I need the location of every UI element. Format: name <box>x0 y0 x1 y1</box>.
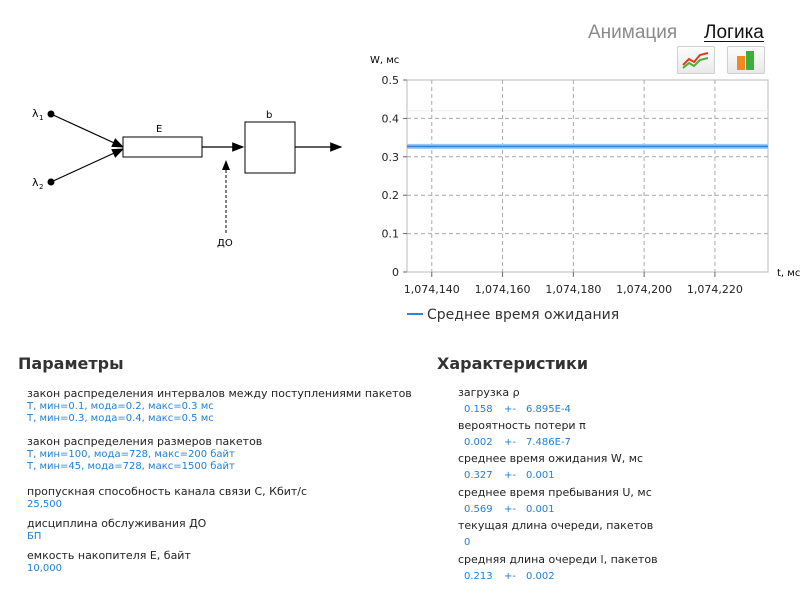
params-title: Параметры <box>18 354 124 373</box>
char-value: 0 <box>464 537 471 548</box>
char-value: 0.213 <box>464 571 493 582</box>
char-label: загрузка ρ <box>458 386 520 399</box>
y-axis-title: W, мс <box>370 55 399 66</box>
char-value: 0.569 <box>464 504 493 515</box>
loss-label: ДО <box>217 238 233 249</box>
char-error: 0.001 <box>526 504 555 515</box>
char-value: 0.002 <box>464 437 493 448</box>
arrival-arrow-1 <box>50 113 125 148</box>
line-chart-button[interactable] <box>677 46 715 74</box>
lambda1-subscript: 1 <box>39 114 43 122</box>
char-value-row: 0.569 +- 0.001 <box>464 504 606 515</box>
param-value: БП <box>27 531 42 542</box>
param-label: закон распределения интервалов между пос… <box>27 387 412 400</box>
arrival-arrow-2 <box>50 148 125 183</box>
param-value: T, мин=0.3, мода=0.4, макс=0.5 мс <box>27 413 214 424</box>
bar-chart-icon <box>737 51 754 70</box>
x-axis-title: t, мс <box>777 268 800 279</box>
buffer-label: E <box>156 124 162 135</box>
x-tick-label: 1,074,160 <box>475 283 531 296</box>
char-plus-minus: +- <box>504 470 516 481</box>
channel-box <box>244 121 296 174</box>
param-label: емкость накопителя Е, байт <box>27 549 191 562</box>
char-value-row: 0.002 +- 7.486E-7 <box>464 437 606 448</box>
bar-chart-button[interactable] <box>727 46 765 74</box>
char-error: 6.895E-4 <box>526 404 571 415</box>
lambda2-label: λ <box>32 176 39 189</box>
char-error: 7.486E-7 <box>526 437 571 448</box>
y-tick-label: 0.4 <box>382 112 400 125</box>
char-plus-minus: +- <box>504 404 516 415</box>
legend: Среднее время ожидания <box>407 307 619 323</box>
plot-area <box>406 79 769 273</box>
param-value: T, мин=45, мода=728, макс=1500 байт <box>27 461 235 472</box>
char-value: 0.158 <box>464 404 493 415</box>
channel-label: b <box>266 110 272 121</box>
char-label: среднее время пребывания U, мс <box>458 486 652 499</box>
param-value: 25,500 <box>27 499 62 510</box>
tab-logic[interactable]: Логика <box>704 22 764 43</box>
lambda1-label: λ <box>32 107 39 120</box>
y-tick-label: 0.5 <box>382 74 400 87</box>
y-tick-label: 0.3 <box>382 151 400 164</box>
char-value-row: 0.158 +- 6.895E-4 <box>464 404 606 415</box>
tab-animation[interactable]: Анимация <box>588 22 678 43</box>
y-tick-label: 0.1 <box>382 228 400 241</box>
line-chart-icon <box>682 52 709 69</box>
legend-label: Среднее время ожидания <box>427 307 619 323</box>
buffer-box <box>122 136 203 158</box>
param-label: пропускная способность канала связи С, К… <box>27 485 308 498</box>
char-value-row: 0.327 +- 0.001 <box>464 470 606 481</box>
param-value: T, мин=100, мода=728, макс=200 байт <box>27 449 235 460</box>
x-tick-label: 1,074,140 <box>404 283 460 296</box>
param-label: дисциплина обслуживания ДО <box>27 517 207 530</box>
char-error: 0.002 <box>526 571 555 582</box>
x-tick-label: 1,074,220 <box>687 283 743 296</box>
param-value: T, мин=0.1, мода=0.2, макс=0.3 мс <box>27 401 214 412</box>
y-tick-label: 0.2 <box>382 189 400 202</box>
queue-diagram: λ 1 λ 2 E b ДО <box>32 107 343 249</box>
lambda2-subscript: 2 <box>39 183 43 191</box>
char-plus-minus: +- <box>504 437 516 448</box>
char-error: 0.001 <box>526 470 555 481</box>
char-label: среднее время ожидания W, мс <box>458 452 644 465</box>
chars-title: Характеристики <box>437 354 589 373</box>
param-value: 10,000 <box>27 563 62 574</box>
char-value: 0.327 <box>464 470 493 481</box>
y-tick-label: 0 <box>392 266 399 279</box>
x-tick-label: 1,074,180 <box>545 283 601 296</box>
char-label: средняя длина очереди l, пакетов <box>458 553 658 566</box>
char-value-row: 0 <box>464 537 606 548</box>
char-label: текущая длина очереди, пакетов <box>458 519 654 532</box>
param-label: закон распределения размеров пакетов <box>27 435 263 448</box>
char-plus-minus: +- <box>504 571 516 582</box>
x-tick-label: 1,074,200 <box>616 283 672 296</box>
char-value-row: 0.213 +- 0.002 <box>464 571 606 582</box>
char-plus-minus: +- <box>504 504 516 515</box>
source-2: λ 2 <box>32 176 55 191</box>
char-label: вероятность потери π <box>458 419 586 432</box>
waiting-time-chart: W, мс t, мс 0 0.1 0.2 0.3 0.4 0.5 1,074,140 1,0… <box>370 55 800 323</box>
